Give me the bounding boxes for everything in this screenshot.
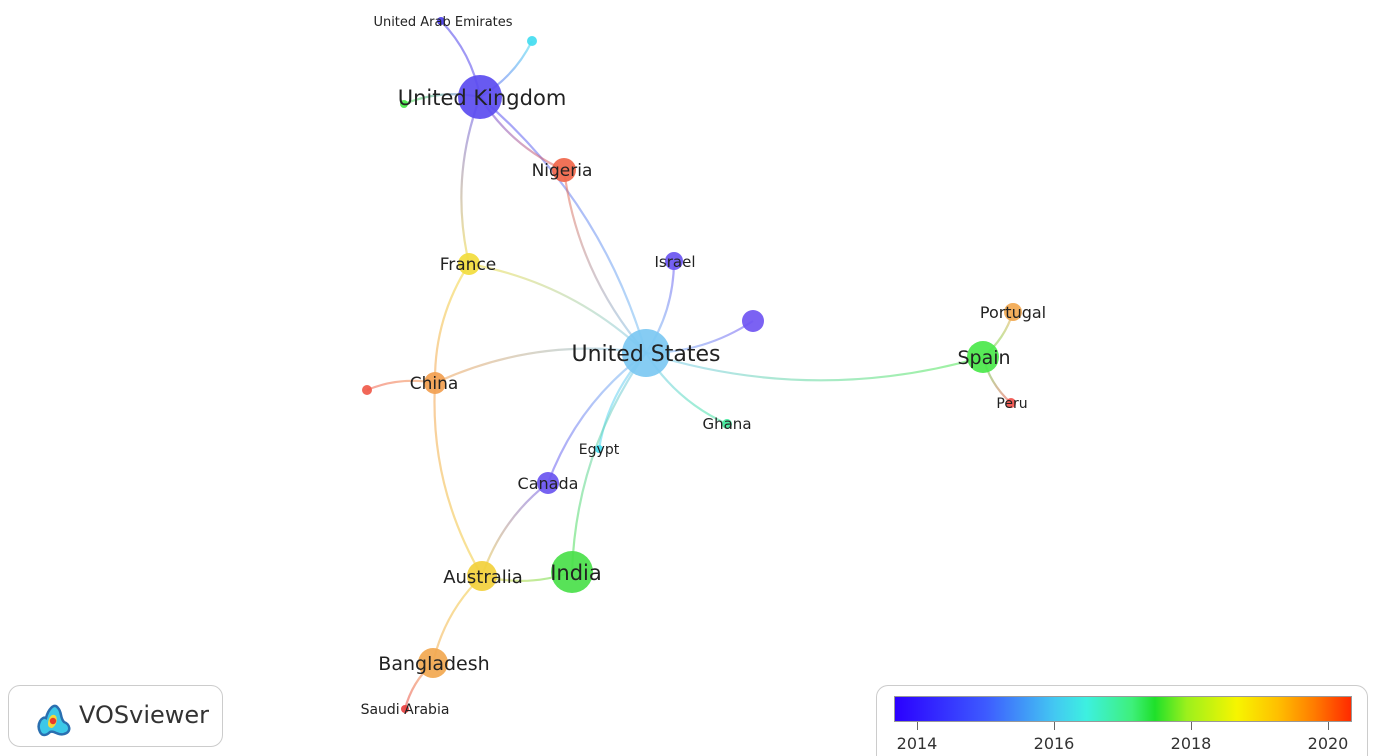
node-ng[interactable] [552, 158, 576, 182]
legend-label-2016: 2016 [1033, 734, 1075, 753]
legend-label-2020: 2020 [1307, 734, 1349, 753]
node-bd[interactable] [418, 648, 448, 678]
node-pt[interactable] [1004, 303, 1022, 321]
node-fr[interactable] [458, 253, 480, 275]
labels-layer: United States United Kingdom United Arab E… [361, 15, 1047, 718]
vosviewer-logo[interactable]: VOSviewer [8, 685, 223, 747]
node-ca[interactable] [537, 472, 559, 494]
node-label-es[interactable]: Spain [957, 347, 1010, 369]
link-uk-fr [460, 96, 482, 265]
node-label-in[interactable]: India [550, 561, 602, 585]
link-us-fr [468, 262, 647, 354]
node-uk[interactable] [458, 75, 502, 119]
node-sa[interactable] [401, 705, 409, 713]
node-label-pe[interactable]: Peru [996, 396, 1027, 412]
link-ng-us [562, 169, 647, 354]
node-label-cn[interactable]: China [410, 374, 459, 394]
node-eg[interactable] [595, 445, 603, 453]
app-name: VOSviewer [79, 701, 210, 729]
node-label-ca[interactable]: Canada [518, 474, 579, 493]
legend-label-2018: 2018 [1170, 734, 1212, 753]
node-label-uae[interactable]: United Arab Emirates [373, 15, 512, 30]
year-color-legend: 2014 2016 2018 2020 [876, 685, 1368, 756]
node-label-eg[interactable]: Egypt [579, 442, 620, 458]
link-us-in [570, 352, 647, 573]
node-pe[interactable] [1006, 398, 1016, 408]
link-us-es [645, 351, 984, 382]
legend-gradient-bar [894, 696, 1352, 722]
node-label-au[interactable]: Australia [443, 567, 523, 588]
link-us-uk [479, 96, 648, 354]
node-n2[interactable] [400, 100, 408, 108]
link-fr-cn [433, 263, 470, 384]
node-n4[interactable] [362, 385, 372, 395]
node-label-pt[interactable]: Portugal [980, 303, 1046, 322]
nodes-layer [362, 17, 1022, 713]
node-n3[interactable] [742, 310, 764, 332]
legend-tick [1054, 722, 1055, 730]
node-es[interactable] [967, 341, 999, 373]
node-label-sa[interactable]: Saudi Arabia [361, 702, 450, 718]
node-n1[interactable] [527, 36, 537, 46]
node-label-ng[interactable]: Nigeria [532, 161, 593, 181]
node-label-us[interactable]: United States [572, 342, 721, 367]
node-label-fr[interactable]: France [440, 255, 497, 275]
node-label-bd[interactable]: Bangladesh [378, 653, 489, 675]
node-label-gh[interactable]: Ghana [702, 415, 751, 433]
vosviewer-logo-icon [37, 704, 71, 737]
node-us[interactable] [622, 329, 670, 377]
link-ca-au [480, 482, 549, 577]
legend-tick [1328, 722, 1329, 730]
node-in[interactable] [551, 551, 593, 593]
link-cn-au [433, 382, 483, 577]
link-us-cn [434, 347, 647, 384]
node-label-uk[interactable]: United Kingdom [398, 86, 567, 110]
node-cn[interactable] [424, 372, 446, 394]
node-il[interactable] [665, 252, 683, 270]
node-label-il[interactable]: Israel [655, 253, 696, 271]
node-uae[interactable] [437, 17, 445, 25]
node-au[interactable] [467, 561, 497, 591]
legend-tick [917, 722, 918, 730]
node-gh[interactable] [722, 419, 732, 429]
legend-tick [1191, 722, 1192, 730]
legend-label-2014: 2014 [896, 734, 938, 753]
